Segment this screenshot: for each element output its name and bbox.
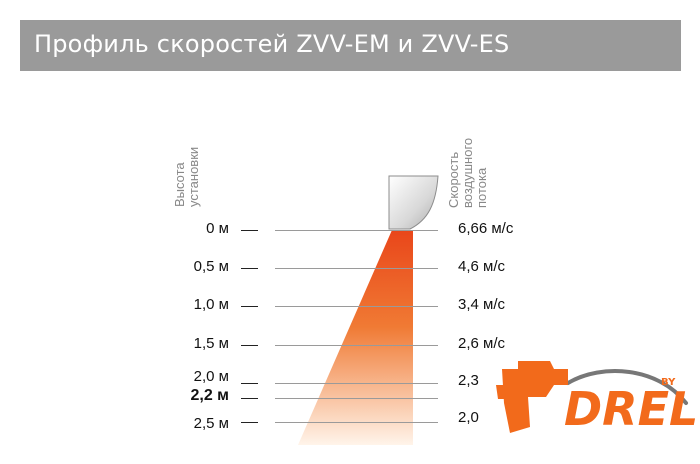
title-bar: Профиль скоростей ZVV-EM и ZVV-ES (20, 20, 681, 71)
level-line-2-2 (275, 398, 438, 399)
heater-unit (388, 175, 439, 230)
height-label: 0 м (206, 220, 229, 237)
airflow-cone (298, 230, 413, 445)
tick-2-2 (241, 398, 258, 399)
tick-0-5 (241, 268, 258, 269)
speed-label: 6,66 м/с (458, 220, 514, 237)
level-line-2-5 (275, 422, 438, 423)
level-line-1-5 (275, 345, 438, 346)
svg-text:DRELI: DRELI (564, 382, 695, 436)
tick-1-5 (241, 345, 258, 346)
speed-label: 3,4 м/с (458, 296, 505, 313)
speed-label: 4,6 м/с (458, 258, 505, 275)
height-label-highlight: 2,2 м (190, 387, 229, 404)
page-title: Профиль скоростей ZVV-EM и ZVV-ES (34, 30, 510, 58)
dreli-logo: DRELI BY (496, 361, 695, 436)
svg-text:BY: BY (661, 377, 676, 388)
tick-2-5 (241, 422, 258, 423)
level-line-1-0 (275, 306, 438, 307)
height-label: 1,5 м (193, 335, 229, 352)
height-label: 2,0 м (193, 368, 229, 385)
speed-label: 2,3 (458, 372, 479, 389)
level-line-0-5 (275, 268, 438, 269)
speed-label: 2,0 (458, 409, 479, 426)
level-line-2-0 (275, 383, 438, 384)
height-label: 1,0 м (193, 296, 229, 313)
tick-0 (241, 230, 258, 231)
height-label: 0,5 м (193, 258, 229, 275)
level-line-0 (275, 230, 438, 231)
height-label: 2,5 м (193, 415, 229, 432)
speed-label: 2,6 м/с (458, 335, 505, 352)
tick-2-0 (241, 383, 258, 384)
tick-1-0 (241, 306, 258, 307)
